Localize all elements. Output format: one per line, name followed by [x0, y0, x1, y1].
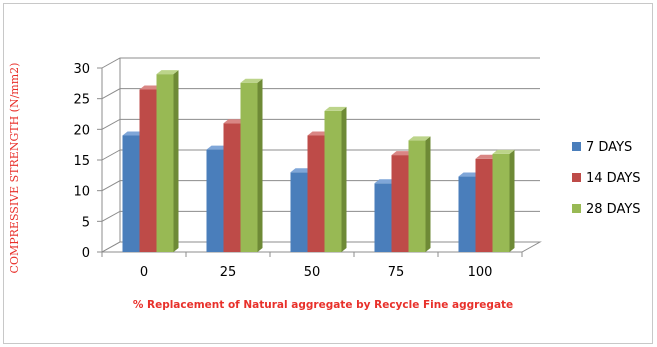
bar	[492, 149, 515, 252]
legend-item: 7 DAYS	[572, 140, 632, 155]
chart-frame: 0 5 10 15 20 25 30 0 25 50 75 100 7 DAYS 14 DAYS 28 …	[3, 3, 653, 344]
y-axis-label: COMPRESSIVE STRENGTH (N/mm2)	[8, 63, 21, 274]
bar	[408, 136, 431, 252]
x-tick-label: 75	[388, 265, 405, 280]
bars	[122, 70, 515, 252]
x-tick-labels: 0 25 50 75 100	[140, 265, 493, 280]
gridline	[101, 57, 540, 69]
x-tick-label: 100	[468, 265, 493, 280]
legend-label: 7 DAYS	[586, 140, 632, 155]
y-tick-label: 15	[73, 154, 90, 169]
legend-item: 28 DAYS	[572, 202, 641, 217]
y-tick-label: 10	[73, 185, 90, 200]
bar	[156, 70, 179, 252]
y-tick-label: 5	[82, 215, 90, 230]
x-tick-label: 25	[220, 265, 237, 280]
x-axis-label: % Replacement of Natural aggregate by Re…	[133, 299, 513, 311]
bar	[240, 78, 263, 252]
legend-swatch	[572, 142, 581, 151]
x-tick-label: 0	[140, 265, 148, 280]
y-tick-label: 20	[73, 123, 90, 138]
y-tick-labels: 0 5 10 15 20 25 30	[73, 62, 90, 261]
legend-swatch	[572, 204, 581, 213]
legend-item: 14 DAYS	[572, 171, 641, 186]
compressive-strength-chart: 0 5 10 15 20 25 30 0 25 50 75 100 7 DAYS 14 DAYS 28 …	[8, 57, 641, 311]
legend: 7 DAYS 14 DAYS 28 DAYS	[572, 140, 641, 217]
legend-label: 28 DAYS	[586, 202, 641, 217]
y-tick-label: 30	[73, 62, 90, 77]
y-tick-label: 25	[73, 93, 90, 108]
bar	[324, 106, 347, 252]
legend-label: 14 DAYS	[586, 171, 641, 186]
legend-swatch	[572, 173, 581, 182]
x-tick-label: 50	[304, 265, 321, 280]
y-tick-label: 0	[82, 246, 90, 261]
